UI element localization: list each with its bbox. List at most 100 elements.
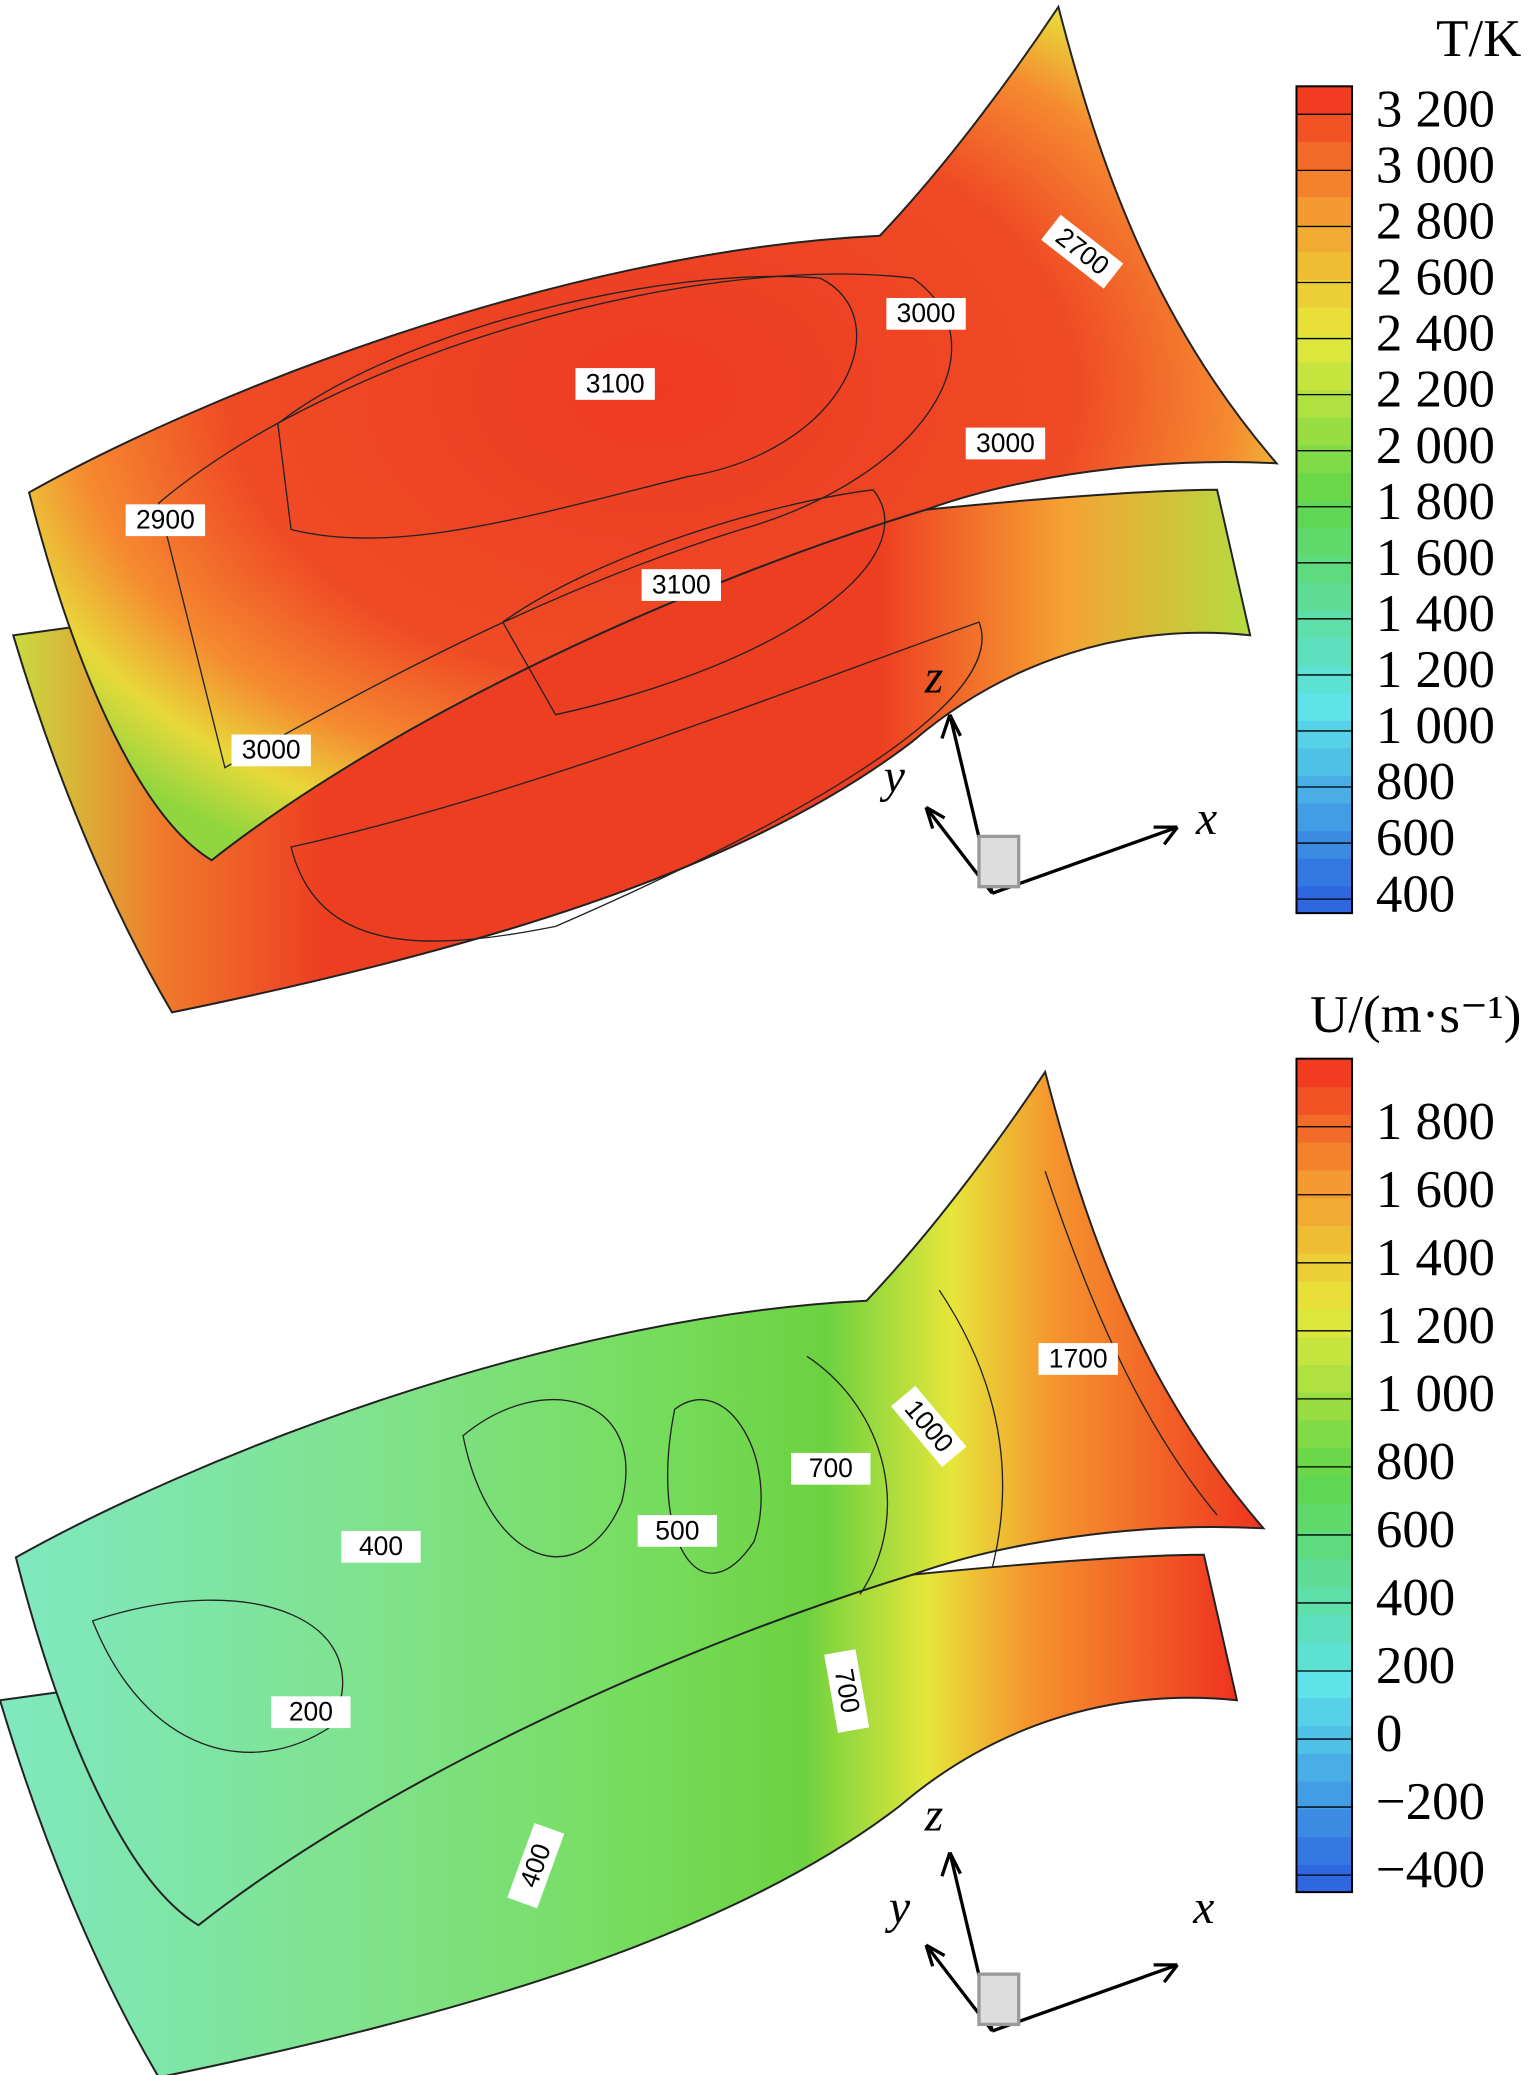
colorbar-tick-label: 2 800: [1376, 193, 1495, 251]
contour-label-box: [891, 1385, 967, 1468]
temperature-plates: [11, 4, 1279, 1014]
color-band: [1296, 582, 1353, 611]
color-band: [1296, 86, 1353, 115]
colorbar-tick-label: 1 000: [1376, 1365, 1495, 1423]
color-band: [1296, 472, 1353, 501]
color-band: [1296, 1808, 1353, 1838]
axis-label: z: [924, 1789, 944, 1841]
color-band: [1296, 1530, 1353, 1560]
axis-label: x: [1195, 793, 1217, 845]
contour-label: 3100: [575, 368, 655, 400]
color-band: [1296, 1197, 1353, 1227]
color-band: [1296, 1558, 1353, 1588]
colorbar-tick-label: 1 800: [1376, 473, 1495, 531]
color-band: [1296, 1475, 1353, 1504]
color-band: [1296, 775, 1353, 804]
color-band: [1296, 113, 1353, 143]
colorbar-tick-label: 0: [1376, 1705, 1402, 1763]
colorbar-tick-label: 200: [1376, 1637, 1455, 1695]
colorbar-frame: [1295, 85, 1354, 915]
contour-label-box: [1041, 214, 1124, 289]
contour-label-text: 400: [359, 1531, 403, 1561]
color-band: [1296, 224, 1353, 253]
color-band: [1296, 1836, 1353, 1866]
axis-label: y: [880, 751, 906, 803]
color-band: [1296, 1447, 1353, 1477]
colorbar-tick-label: 3 000: [1376, 137, 1495, 195]
colorbar-tick-label: −200: [1376, 1773, 1485, 1831]
color-band: [1296, 554, 1353, 584]
color-band: [1296, 527, 1353, 556]
colorbar-tick-label: 800: [1376, 1433, 1455, 1491]
color-band: [1296, 1642, 1353, 1671]
contour-label-text: 3000: [976, 428, 1035, 458]
colorbar-frame: [1295, 1057, 1354, 1894]
axis-label: x: [1192, 1882, 1214, 1934]
axis-triads: [924, 713, 1179, 2033]
contour-label-text: 3000: [242, 735, 301, 765]
color-band: [1296, 306, 1353, 336]
color-band: [1296, 168, 1353, 198]
color-band: [1296, 1280, 1353, 1310]
color-band: [1296, 692, 1353, 721]
colorbar-tick-label: 1 600: [1376, 1161, 1495, 1219]
colorbar-tick-label: 2 000: [1376, 417, 1495, 475]
contour-label: 2700: [1041, 214, 1124, 289]
contour-label-box: [125, 504, 206, 537]
color-band: [1296, 665, 1353, 694]
contour-label: 3000: [231, 734, 311, 767]
axis-label: z: [924, 652, 944, 704]
contour-label-text: 700: [809, 1453, 853, 1483]
contour-label-box: [965, 427, 1046, 460]
color-band: [1296, 417, 1353, 446]
contour-label-box: [341, 1530, 421, 1563]
color-band: [1296, 1780, 1353, 1810]
color-band: [1296, 1586, 1353, 1615]
color-band: [1296, 1364, 1353, 1393]
colorbar-tick-label: 1 600: [1376, 529, 1495, 587]
contour-label-box: [824, 1649, 870, 1733]
color-band: [1296, 858, 1353, 887]
contour-label-box: [575, 368, 655, 400]
color-band: [1296, 609, 1353, 639]
contour-label-box: [637, 1515, 718, 1547]
contour-label-text: 3100: [652, 569, 711, 599]
color-band: [1296, 1503, 1353, 1532]
color-band: [1296, 1669, 1353, 1699]
colorbar-tick-label: 1 400: [1376, 1229, 1495, 1287]
contour-label: 400: [341, 1530, 421, 1563]
color-band: [1296, 1142, 1353, 1171]
colorbar-title: U/(m·s⁻¹): [1310, 986, 1521, 1044]
color-band: [1296, 1169, 1353, 1199]
contour-label: 500: [637, 1515, 718, 1547]
color-band: [1296, 1392, 1353, 1421]
color-band: [1296, 279, 1353, 308]
contour-label-box: [641, 569, 722, 601]
color-band: [1296, 747, 1353, 776]
color-band: [1296, 499, 1353, 528]
contour-label-box: [507, 1822, 565, 1909]
contour-label-box: [1038, 1343, 1118, 1375]
color-band: [1296, 389, 1353, 418]
color-band: [1296, 802, 1353, 832]
color-band: [1296, 141, 1353, 170]
colorbar-tick-label: −400: [1376, 1841, 1485, 1899]
colorbar-tick-label: 1 200: [1376, 1297, 1495, 1355]
color-band: [1296, 1225, 1353, 1254]
colorbar-tick-label: 800: [1376, 753, 1455, 811]
color-band: [1296, 1419, 1353, 1449]
color-band: [1296, 1697, 1353, 1727]
contour-label: 700: [791, 1452, 871, 1485]
color-band: [1296, 251, 1353, 280]
contour-label-box: [271, 1696, 351, 1729]
colorbar-tick-label: 2 200: [1376, 361, 1495, 419]
colorbar-tick-label: 600: [1376, 1501, 1455, 1559]
contour-label-text: 3100: [586, 368, 645, 398]
color-band: [1296, 1864, 1353, 1893]
colorbar-tick-label: 1 000: [1376, 697, 1495, 755]
color-band: [1296, 361, 1353, 391]
color-band: [1296, 1614, 1353, 1643]
axis-label: y: [885, 1882, 911, 1934]
